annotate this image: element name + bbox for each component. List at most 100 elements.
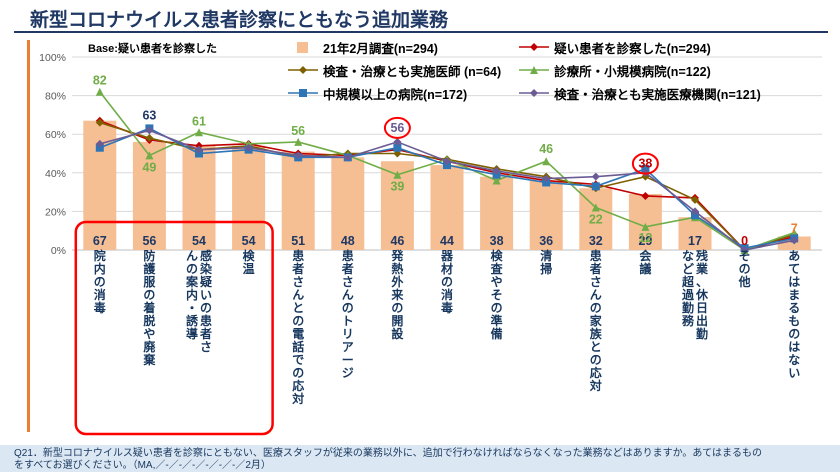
marker-diamond-icon [145, 126, 154, 135]
marker-diamond-icon [95, 118, 104, 127]
data-point-label: 7 [791, 221, 798, 235]
left-accent-bar [27, 40, 30, 432]
data-point-label: 39 [390, 180, 404, 194]
marker-diamond-icon [145, 134, 154, 143]
bar-value-label: 56 [142, 234, 156, 248]
legend-label: 検査・治療とも実施医師 (n=64) [323, 64, 502, 79]
data-point-label: 22 [589, 213, 603, 227]
marker-triangle-icon [145, 151, 154, 160]
marker-square-icon [591, 182, 600, 191]
y-tick-label: 0% [51, 245, 66, 257]
footnote-line1: Q21．新型コロナウイルス疑い患者を診察にともない、医療スタッフが従来の業務以外… [14, 448, 763, 459]
footnote-line2: をすべてお選びください。（MA,／-／-／-／-／-／-／2月） [14, 459, 271, 471]
y-tick-label: 20% [45, 206, 66, 218]
category-label: 防護服の着脱や廃棄 [142, 248, 156, 367]
bar [529, 180, 563, 250]
bar [579, 188, 613, 250]
legend-item-1: 疑い患者を診察した(n=294) [519, 38, 761, 56]
y-tick-label: 60% [45, 129, 66, 141]
marker-diamond-icon [530, 89, 539, 97]
marker-diamond-icon [542, 174, 551, 183]
marker-triangle-icon [591, 203, 600, 212]
bar-value-label: 44 [440, 234, 454, 248]
category-label: 器材の消毒 [440, 249, 454, 315]
marker-diamond-icon [443, 157, 451, 166]
marker-triangle-icon [294, 137, 303, 146]
marker-diamond-icon [591, 172, 600, 181]
category-label: など超過勤務 [681, 249, 695, 328]
y-tick-label: 40% [45, 168, 66, 180]
data-point-label: 38 [638, 157, 652, 171]
highlight-box [74, 220, 274, 436]
category-label: 残業、休日出勤 [695, 248, 709, 341]
marker-triangle-icon [195, 128, 203, 137]
bar-value-label: 36 [539, 234, 553, 248]
data-point-label: 49 [142, 160, 156, 174]
legend-label: 診療所・小規模病院(n=122) [554, 64, 711, 79]
base-note: Base:疑い患者を診察した [88, 43, 217, 55]
bar [281, 151, 315, 250]
legend-line-marker-icon [519, 43, 550, 51]
legend-item-3: 診療所・小規模病院(n=122) [519, 61, 761, 79]
category-label: 会議 [639, 248, 652, 276]
legend-item-2: 検査・治療とも実施医師 (n=64) [288, 61, 501, 79]
bar-value-label: 54 [242, 234, 256, 248]
category-label: 患者さんとの電話での応対 [291, 248, 304, 406]
bar-value-label: 51 [291, 234, 305, 248]
legend-label: 検査・治療とも実施医療機関(n=121) [554, 87, 761, 102]
category-label: んの案内・誘導 [185, 249, 199, 341]
legend-line-marker-icon [519, 89, 550, 97]
legend-item-4: 中規模以上の病院(n=172) [288, 84, 501, 102]
marker-diamond-icon [530, 43, 539, 51]
bar-value-label: 54 [192, 234, 206, 248]
marker-diamond-icon [691, 207, 699, 216]
category-label: 清掃 [540, 248, 552, 276]
category-label: 検査やその準備 [490, 248, 504, 341]
bar [430, 165, 464, 250]
chart-legend: 21年2月調査(n=294) 検査・治療とも実施医師 (n=64) 中規模以上の病院… [288, 38, 761, 102]
category-label: 患者さんの家族との応対 [589, 248, 603, 393]
gridlines: 0% 20% 40% 60% 80% 100% [39, 52, 822, 257]
marker-diamond-icon [492, 166, 501, 175]
marker-diamond-icon [740, 246, 749, 254]
category-label: 感染疑いの患者さ [199, 248, 213, 354]
bar-value-label: 38 [490, 234, 504, 248]
marker-diamond-icon [691, 195, 699, 204]
highlight-circle [631, 152, 659, 175]
marker-triangle-icon [530, 66, 539, 74]
bar [331, 157, 365, 250]
data-point-label: 82 [93, 74, 107, 88]
marker-triangle-icon [542, 157, 551, 166]
bar [480, 176, 514, 250]
combo-chart: 0% 20% 40% 60% 80% 100% 67 56 54 54 51 48 46 44 38 36 32… [39, 52, 822, 436]
data-point-label: 61 [192, 114, 206, 128]
legend-line-marker-icon [288, 66, 318, 74]
bar-value-label: 48 [341, 234, 355, 248]
y-tick-label: 80% [45, 91, 66, 103]
bar-value-label: 46 [390, 234, 404, 248]
marker-diamond-icon [294, 151, 303, 160]
data-point-label: 0 [741, 234, 748, 248]
marker-diamond-icon [95, 139, 104, 148]
highlight-circle [383, 116, 411, 139]
bar-value-label: 32 [589, 234, 603, 248]
legend-label: 21年2月調査(n=294) [323, 41, 438, 56]
marker-diamond-icon [244, 143, 253, 152]
marker-triangle-icon [393, 170, 402, 179]
legend-line-marker-icon [519, 66, 550, 74]
page-title: 新型コロナウイルス患者診察にともなう追加業務 [30, 10, 449, 31]
category-label: その他 [738, 249, 751, 289]
marker-triangle-icon [641, 222, 650, 231]
legend-item-5: 検査・治療とも実施医療機関(n=121) [519, 84, 761, 102]
line-series-4 [95, 126, 799, 254]
category-label: あてはまるものはない [788, 249, 800, 380]
marker-triangle-icon [95, 87, 104, 96]
category-label: 検温 [243, 248, 256, 276]
y-tick-label: 100% [39, 52, 66, 64]
legend-item-0: 21年2月調査(n=294) [288, 38, 501, 56]
bar [132, 141, 166, 250]
data-point-label: 56 [390, 121, 404, 135]
legend-bar-swatch-icon [297, 42, 308, 53]
